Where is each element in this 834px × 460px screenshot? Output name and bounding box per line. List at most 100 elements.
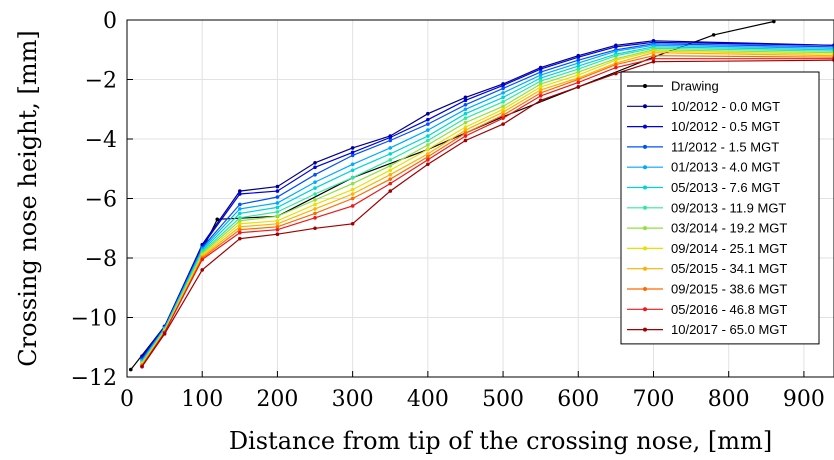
series-line	[141, 40, 834, 357]
data-point	[275, 232, 280, 236]
legend-entry: 09/2014 - 25.1 MGT	[671, 241, 787, 256]
data-point	[275, 210, 280, 214]
series-line	[141, 58, 834, 367]
data-point	[388, 146, 393, 150]
data-point	[200, 268, 205, 272]
data-point	[238, 189, 242, 193]
data-point	[426, 143, 430, 147]
data-point	[388, 168, 393, 173]
data-point	[711, 33, 716, 37]
data-point	[463, 134, 468, 138]
x-tick-label: 0	[120, 387, 134, 412]
x-tick-label: 500	[482, 387, 524, 412]
y-tick-label: −4	[85, 128, 117, 153]
data-point	[576, 77, 581, 82]
series-line	[141, 41, 834, 359]
data-point	[426, 162, 430, 167]
legend-marker	[643, 185, 647, 190]
legend-entry: 09/2015 - 38.6 MGT	[671, 282, 787, 297]
data-point	[651, 53, 656, 58]
legend-marker	[643, 104, 647, 109]
data-point	[614, 49, 618, 54]
data-point	[538, 73, 543, 77]
series-line	[141, 50, 834, 364]
legend-entry: 01/2013 - 4.0 MGT	[671, 160, 780, 175]
series-line	[141, 43, 834, 360]
data-point	[238, 192, 242, 196]
data-point	[350, 204, 355, 208]
data-point	[350, 162, 355, 167]
data-point	[238, 216, 242, 220]
data-point	[388, 158, 393, 162]
data-point	[388, 135, 393, 140]
legend-marker	[643, 327, 647, 332]
legend-entry: 10/2017 - 65.0 MGT	[671, 322, 787, 337]
data-point	[463, 98, 468, 103]
y-tick-label: −10	[71, 307, 117, 332]
x-tick-label: 300	[332, 387, 374, 412]
data-point	[313, 207, 317, 211]
data-point	[313, 216, 317, 220]
legend-entry: 10/2012 - 0.5 MGT	[671, 119, 780, 134]
data-point	[275, 219, 280, 223]
data-point	[238, 211, 242, 216]
data-point	[463, 116, 468, 120]
data-point	[501, 116, 505, 120]
data-point	[463, 128, 468, 132]
data-point	[350, 221, 355, 226]
data-point	[538, 76, 543, 80]
x-tick-label: 900	[783, 387, 825, 412]
y-tick-label: −12	[71, 366, 117, 391]
data-point	[140, 364, 144, 369]
data-point	[275, 195, 280, 199]
data-point	[275, 214, 280, 219]
data-point	[501, 100, 505, 104]
x-tick-label: 600	[557, 387, 599, 412]
series-line	[141, 52, 834, 366]
data-point	[501, 86, 505, 91]
data-point	[275, 189, 280, 193]
data-point	[313, 226, 317, 231]
series	[140, 49, 834, 366]
y-tick-label: −6	[85, 188, 117, 213]
legend-entry: 11/2012 - 1.5 MGT	[671, 139, 779, 154]
x-axis-ticks: 0 100 200 300 400 500 600 700 800 900	[120, 371, 825, 412]
data-point	[313, 165, 317, 170]
y-tick-label: 0	[103, 9, 117, 34]
data-point	[576, 67, 581, 71]
data-point	[215, 217, 220, 222]
y-tick-label: −8	[85, 247, 117, 272]
data-point	[350, 192, 355, 196]
data-point	[313, 211, 317, 216]
data-point	[313, 172, 317, 177]
data-point	[388, 138, 393, 143]
data-point	[238, 221, 242, 226]
y-axis-ticks: 0 −2 −4 −6 −8 −10 −12	[71, 9, 133, 391]
data-point	[350, 168, 355, 173]
data-point	[275, 201, 280, 205]
x-tick-label: 800	[708, 387, 750, 412]
legend-entry: 09/2013 - 11.9 MGT	[671, 200, 786, 215]
data-point	[313, 198, 317, 202]
legend-marker	[643, 287, 647, 291]
x-tick-label: 100	[181, 387, 223, 412]
data-point	[501, 122, 505, 126]
data-point	[388, 152, 393, 156]
data-point	[501, 91, 505, 95]
data-point	[238, 227, 242, 232]
legend-entry: 03/2014 - 19.2 MGT	[671, 221, 787, 236]
data-point	[350, 153, 355, 158]
data-point	[238, 202, 242, 207]
data-point	[463, 120, 468, 125]
legend-entry: 05/2013 - 7.6 MGT	[671, 180, 780, 195]
data-point	[538, 88, 543, 92]
series	[140, 58, 834, 369]
x-tick-label: 200	[256, 387, 298, 412]
data-point	[426, 128, 430, 132]
series-line	[141, 49, 834, 364]
data-point	[501, 83, 505, 88]
data-point	[538, 85, 543, 89]
data-point	[651, 59, 656, 64]
data-point	[238, 230, 242, 235]
